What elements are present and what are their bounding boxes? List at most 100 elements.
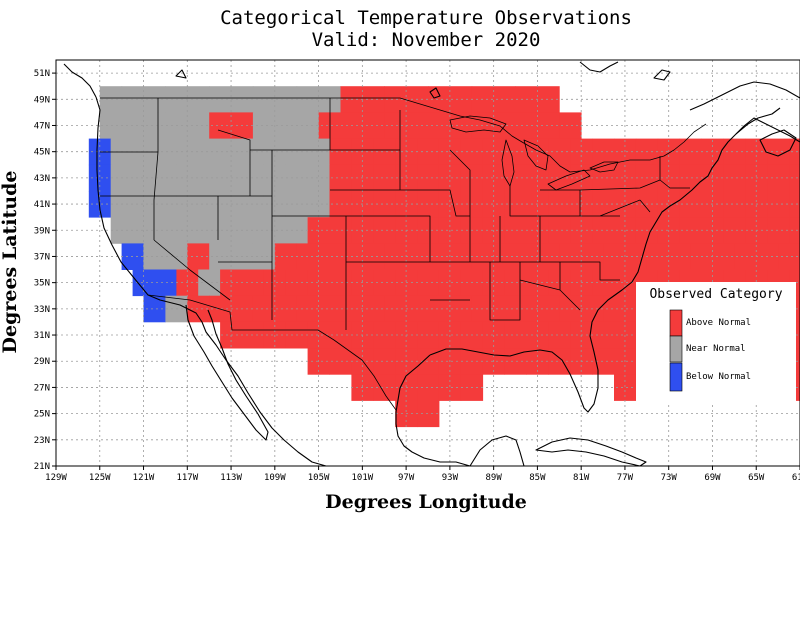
category-cell xyxy=(548,191,571,218)
category-cell xyxy=(493,243,516,270)
category-cell xyxy=(548,321,571,349)
category-cell xyxy=(143,295,166,323)
x-tick-label: 129W xyxy=(45,473,67,483)
x-tick-label: 93W xyxy=(442,473,459,483)
category-cell xyxy=(559,112,582,139)
legend-title: Observed Category xyxy=(649,287,782,302)
category-cell xyxy=(154,164,177,192)
category-cell xyxy=(712,243,735,270)
category-cell xyxy=(504,269,527,297)
category-cell xyxy=(132,269,155,297)
legend-background xyxy=(636,282,796,402)
category-cell xyxy=(329,164,352,192)
category-cell xyxy=(679,164,702,192)
category-cell xyxy=(373,138,396,166)
category-cell xyxy=(504,138,527,166)
x-tick-label: 65W xyxy=(748,473,765,483)
pacific-coastline xyxy=(95,96,327,467)
category-cell xyxy=(198,269,221,297)
category-cell xyxy=(274,295,298,323)
x-axis-label: Degrees Longitude xyxy=(325,491,527,513)
category-cell xyxy=(242,321,265,349)
category-cell xyxy=(548,217,571,244)
category-cell xyxy=(603,243,626,270)
category-cell xyxy=(417,138,440,166)
category-cell xyxy=(132,191,155,218)
category-cell xyxy=(417,374,440,401)
category-cell xyxy=(373,348,396,375)
category-cell xyxy=(417,191,440,218)
category-cell xyxy=(614,269,637,297)
category-cell xyxy=(767,191,790,218)
lake-superior xyxy=(449,115,507,133)
y-tick-label: 23N xyxy=(34,436,50,446)
y-tick-label: 29N xyxy=(34,357,50,367)
category-cell xyxy=(373,321,396,349)
category-cell xyxy=(592,191,615,218)
y-tick-label: 31N xyxy=(34,331,50,341)
x-tick-label: 97W xyxy=(398,473,415,483)
category-cell xyxy=(504,348,527,375)
category-cell xyxy=(723,191,746,218)
category-cell xyxy=(592,321,615,349)
category-cell xyxy=(274,243,298,270)
x-tick-label: 85W xyxy=(529,473,546,483)
yucatan-coastline xyxy=(469,435,525,467)
category-cell xyxy=(242,138,265,166)
category-cell xyxy=(143,86,166,113)
category-cell xyxy=(767,217,790,244)
category-cell xyxy=(614,164,637,192)
y-tick-label: 41N xyxy=(34,200,50,210)
category-cell xyxy=(767,138,790,166)
category-cell xyxy=(482,164,505,192)
category-cell xyxy=(428,295,451,323)
geographic-outlines xyxy=(63,61,800,467)
category-cell xyxy=(417,321,440,349)
y-tick-label: 49N xyxy=(34,95,50,105)
category-cell xyxy=(482,191,505,218)
category-cell xyxy=(307,164,330,192)
map-subtitle: Valid: November 2020 xyxy=(312,29,541,51)
category-cell xyxy=(187,243,210,270)
category-cell xyxy=(482,269,505,297)
category-cell xyxy=(537,112,560,139)
x-tick-label: 81W xyxy=(573,473,590,483)
category-cell xyxy=(417,164,440,192)
y-tick-label: 51N xyxy=(34,69,50,79)
category-cell xyxy=(417,400,440,428)
x-tick-label: 61W xyxy=(792,473,800,483)
y-tick-label: 33N xyxy=(34,305,50,315)
category-cell xyxy=(789,217,800,244)
category-cell xyxy=(668,243,691,270)
x-tick-label: 69W xyxy=(704,473,721,483)
category-cell xyxy=(362,243,385,270)
x-tick-label: 125W xyxy=(89,473,111,483)
category-cell xyxy=(187,295,210,323)
category-cell xyxy=(548,348,571,375)
category-cell xyxy=(373,269,396,297)
category-cell xyxy=(242,217,265,244)
hudson-bay xyxy=(579,61,619,73)
y-axis-label: Degrees Latitude xyxy=(0,171,21,354)
axis-ticks: 129W 125W 121W 117W 113W 109W 105W 101W 97W 93W 89… xyxy=(34,69,800,483)
category-cell xyxy=(99,86,123,113)
x-tick-label: 117W xyxy=(176,473,198,483)
legend-swatch-above xyxy=(669,309,683,337)
category-cell xyxy=(592,269,615,297)
category-cell xyxy=(438,269,462,297)
category-cell xyxy=(329,348,352,375)
y-tick-label: 27N xyxy=(34,383,50,393)
map-title: Categorical Temperature Observations xyxy=(220,7,632,29)
category-cell xyxy=(263,164,287,192)
category-cell xyxy=(559,243,582,270)
category-cell xyxy=(428,86,451,113)
category-cell xyxy=(209,86,232,113)
us-canada-border xyxy=(100,97,707,173)
category-cell xyxy=(198,164,221,192)
cuba-coastline xyxy=(535,437,647,467)
category-cell xyxy=(417,217,440,244)
y-tick-label: 47N xyxy=(34,121,50,131)
category-cell xyxy=(537,243,560,270)
category-cell xyxy=(384,112,407,139)
